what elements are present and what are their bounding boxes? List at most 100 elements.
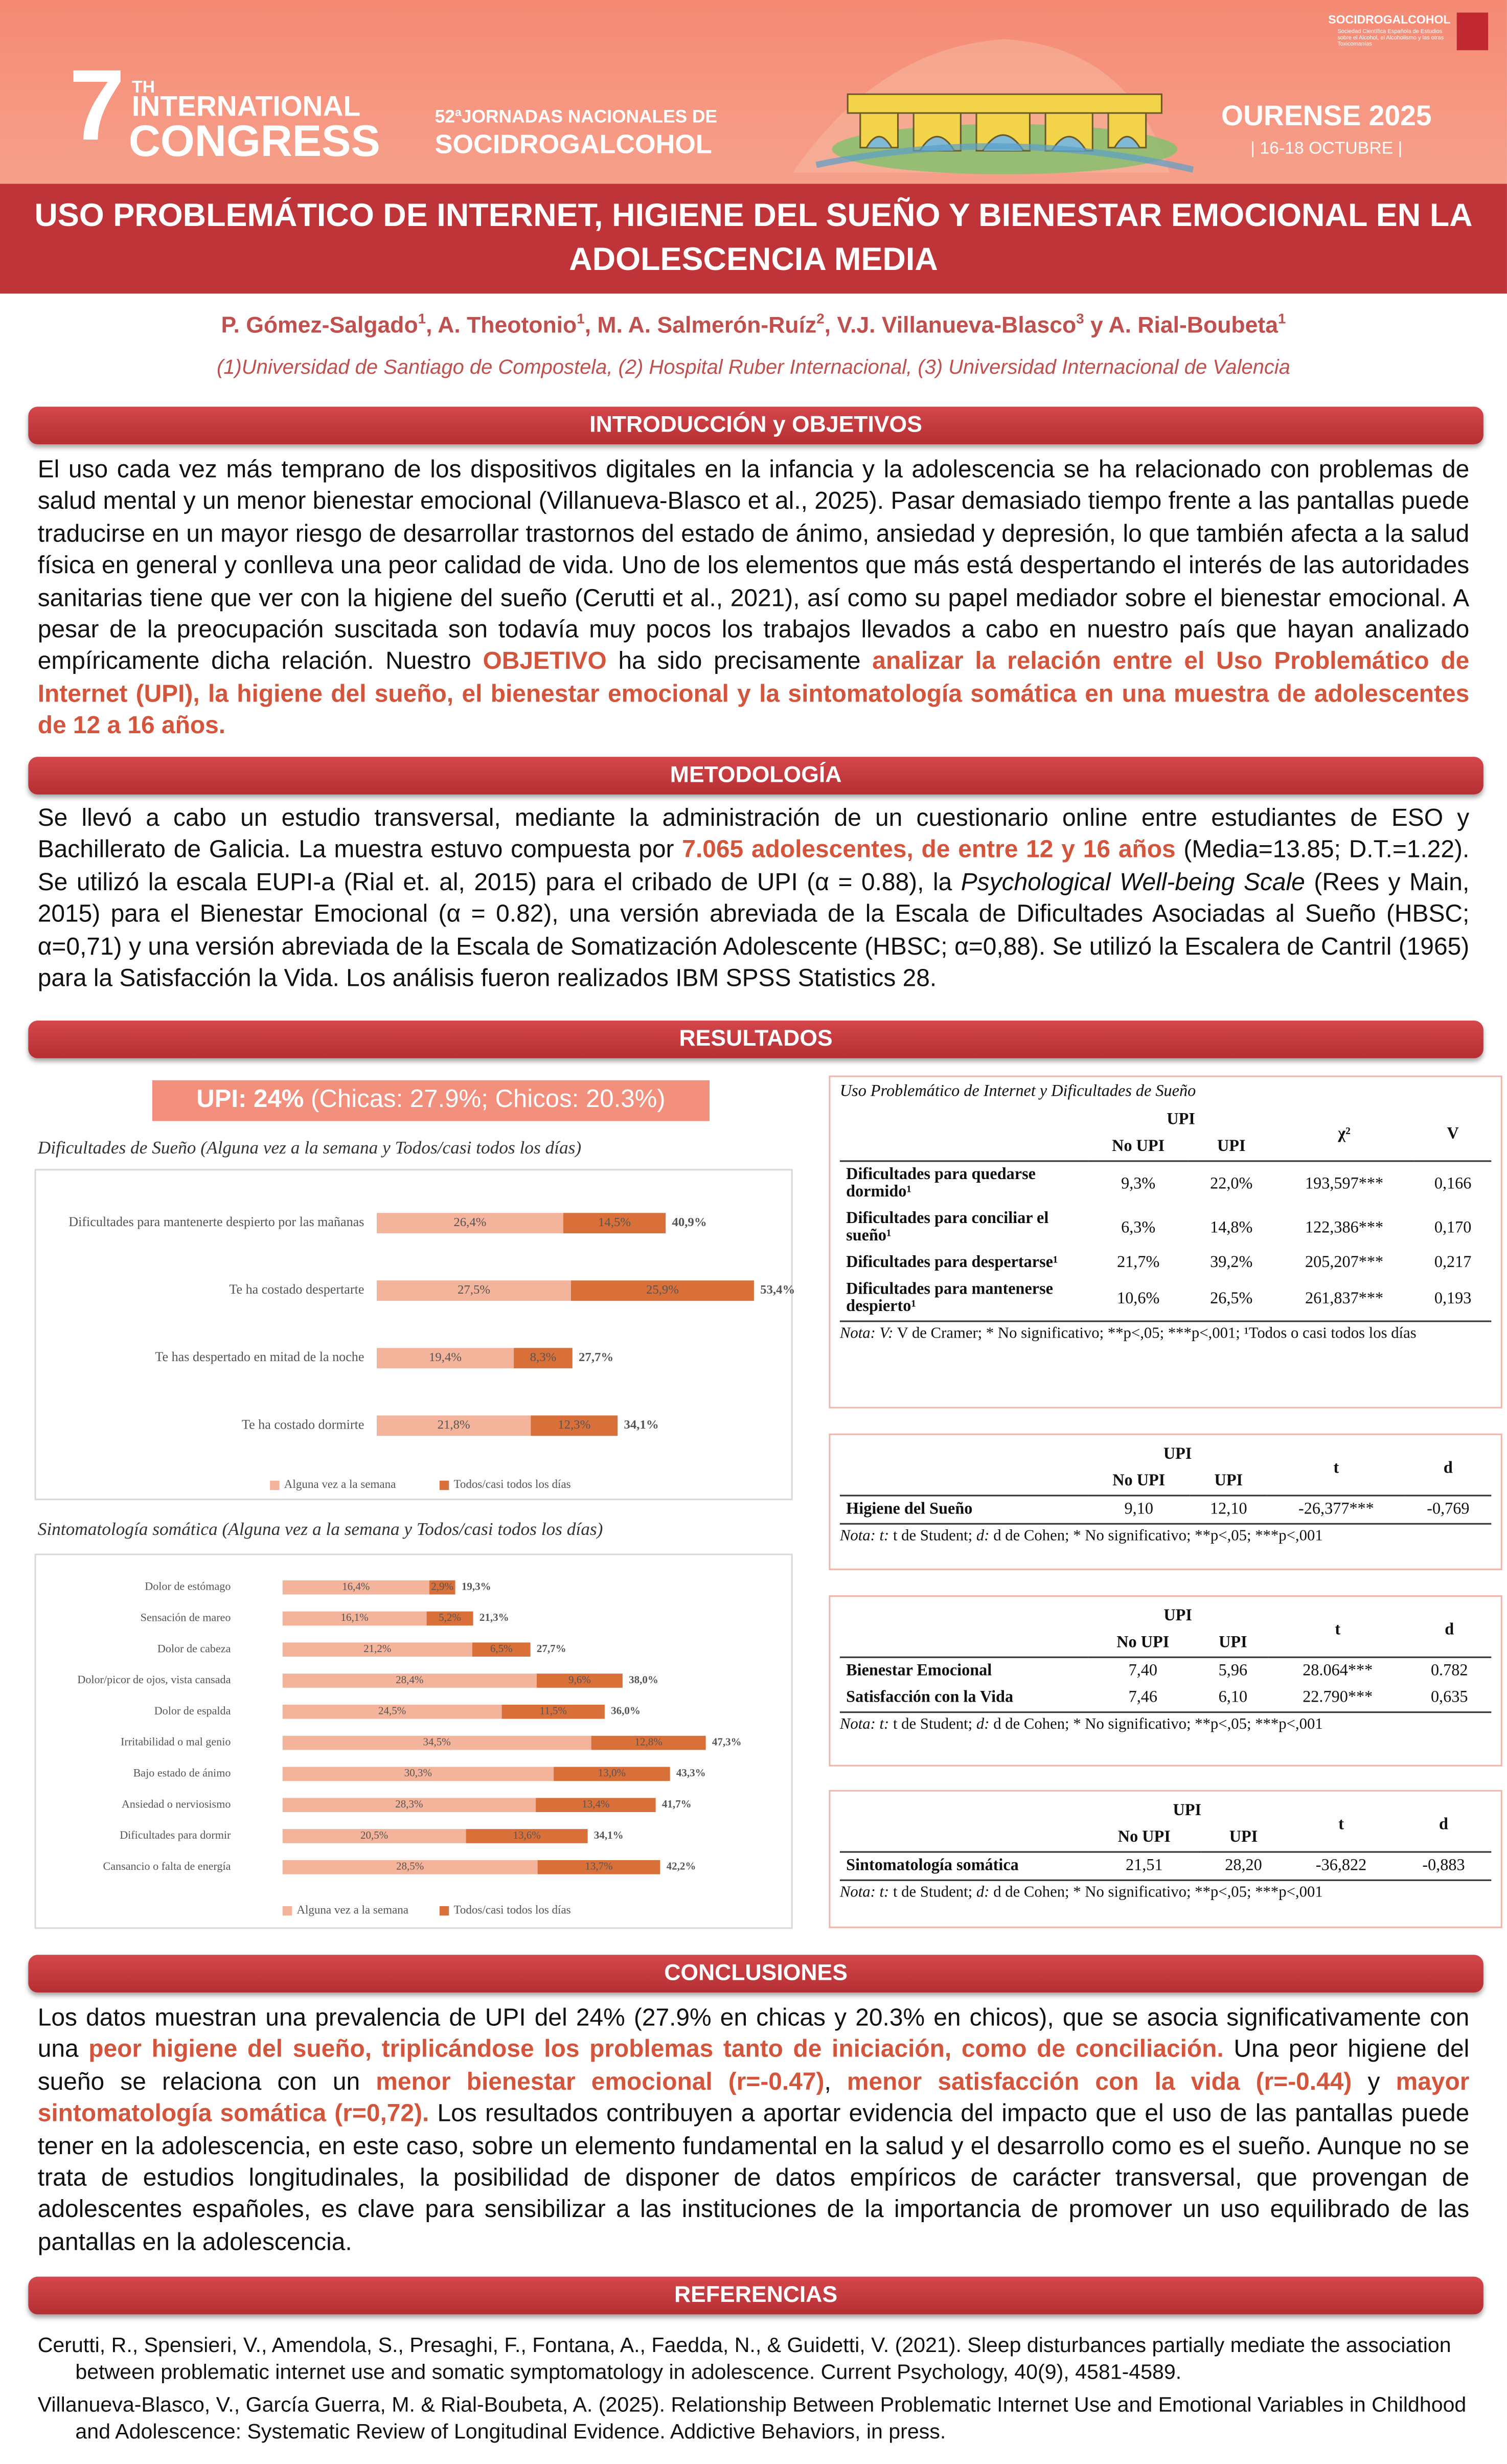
- header-row: No UPI UPI: [840, 1630, 1491, 1657]
- total-label: 34,1%: [624, 1418, 658, 1432]
- total-label: 34,1%: [594, 1829, 624, 1841]
- bar-segment: [472, 1642, 531, 1657]
- legend-label: Alguna vez a la semana: [296, 1903, 408, 1916]
- bar-segment: [591, 1735, 706, 1750]
- table-body: Sintomatología somática 21,51 28,20 -36,822…: [839, 1852, 1492, 1880]
- bar-segment: [501, 1704, 605, 1719]
- table-cell: 6,3%: [1121, 1219, 1156, 1237]
- text-segment: (Rees y Main, 2015) para el Bienestar Em…: [37, 869, 1470, 992]
- table-cell: 7,40: [1128, 1662, 1157, 1680]
- table: Uso Problemático de Internet y Dificulta…: [829, 1075, 1502, 1409]
- row-label: Dificultades para quedarse dormido¹: [846, 1166, 1036, 1202]
- text-segment: y: [1352, 2069, 1396, 2096]
- text-segment: d:: [976, 1716, 990, 1734]
- total-label: 41,7%: [662, 1798, 692, 1810]
- row-label: Satisfacción con la Vida: [846, 1689, 1014, 1707]
- column-header: No UPI: [1112, 1138, 1165, 1156]
- total-label: 43,3%: [676, 1767, 706, 1779]
- table-row: Dificultades para despertarse¹ 21,7% 39,2%…: [840, 1250, 1491, 1276]
- value-label: 12,3%: [558, 1418, 590, 1432]
- table-cell: 28,20: [1225, 1857, 1262, 1875]
- column-header: χ²: [1338, 1125, 1351, 1143]
- bar-segment: [282, 1767, 554, 1781]
- total-label: 19,3%: [462, 1580, 491, 1592]
- category-label: Dificultades para dormir: [120, 1828, 231, 1841]
- table-body: Higiene del Sueño 9,10 12,10 -26,377*** -0,7…: [839, 1495, 1492, 1523]
- text-segment: OBJETIVO: [483, 649, 607, 676]
- value-label: 16,4%: [342, 1580, 370, 1592]
- table-cell: 122,386***: [1305, 1219, 1384, 1237]
- header-row: No UPI UPI: [840, 1134, 1491, 1161]
- column-header: UPI: [1219, 1634, 1247, 1652]
- table-grid: UPI t d No UPI UPI Higiene del Sueño 9,10 12,10…: [839, 1441, 1492, 1523]
- legend-swatch: [282, 1906, 292, 1916]
- bar-segment: [282, 1829, 466, 1843]
- table-grid: UPI t d No UPI UPI Sintomatología somática 21,…: [839, 1798, 1492, 1880]
- text-segment: , A. Theotonio: [426, 313, 577, 339]
- total-label: 36,0%: [611, 1705, 641, 1717]
- congress-line1: INTERNATIONAL: [132, 90, 360, 122]
- value-label: 5,2%: [439, 1611, 461, 1623]
- text-segment: d:: [976, 1884, 990, 1902]
- value-label: 13,4%: [582, 1798, 609, 1810]
- section-heading: METODOLOGÍA: [28, 757, 1483, 795]
- text-segment: Nota: V:: [839, 1325, 894, 1343]
- table-note: Nota: t: t de Student; d: d de Cohen; * …: [839, 1879, 1492, 1902]
- bar-segment: [282, 1735, 591, 1750]
- column-header: t: [1333, 1459, 1339, 1477]
- bar-segment: [282, 1798, 536, 1813]
- total-label: 38,0%: [629, 1674, 658, 1686]
- total-label: 27,7%: [579, 1350, 613, 1364]
- category-label: Dolor de estómago: [145, 1580, 231, 1593]
- value-label: 11,5%: [539, 1705, 566, 1717]
- category-label: Dolor/picor de ojos, vista cansada: [77, 1673, 231, 1686]
- logo-caption-box: Sociedad Científica Española de Estudios…: [1337, 28, 1444, 48]
- text-segment: Nota: t:: [839, 1884, 889, 1902]
- table-head: UPI t d No UPI UPI: [840, 1603, 1491, 1657]
- society: SOCIDROGALCOHOL: [435, 129, 712, 159]
- text-segment: t de Student;: [889, 1527, 976, 1545]
- text-segment: Los resultados contribuyen a aportar evi…: [37, 2101, 1470, 2256]
- bar-segment: [531, 1415, 618, 1436]
- table-body: Dificultades para quedarse dormido¹ 9,3% 2…: [839, 1161, 1492, 1321]
- section-heading: CONCLUSIONES: [28, 1955, 1483, 1993]
- text-segment: ha sido precisamente: [606, 649, 873, 676]
- table-body: Bienestar Emocional 7,40 5,96 28.064*** 0.78…: [839, 1657, 1492, 1711]
- reference: Cerutti, R., Spensieri, V., Amendola, S.…: [37, 2333, 1451, 2384]
- section-heading: INTRODUCCIÓN y OBJETIVOS: [28, 406, 1483, 445]
- jornadas: 52ªJORNADAS NACIONALES DE: [435, 107, 717, 127]
- bar-segment: [282, 1642, 472, 1657]
- chart-title: Dificultades de Sueño (Alguna vez a la s…: [37, 1138, 581, 1158]
- introduction-text: El uso cada vez más temprano de los disp…: [38, 456, 1470, 744]
- table-row: Bienestar Emocional 7,40 5,96 28.064*** 0.78…: [840, 1657, 1491, 1685]
- somatic-chart: Sintomatología somática (Alguna vez a la…: [34, 1519, 793, 1929]
- text-segment: d de Cohen; * No significativo; **p<,05;…: [989, 1527, 1323, 1545]
- text-segment: , V.J. Villanueva-Blasco: [824, 313, 1077, 339]
- value-label: 30,3%: [404, 1767, 432, 1779]
- column-header: V: [1447, 1125, 1459, 1143]
- total-label: 27,7%: [537, 1642, 566, 1655]
- table: UPI t d No UPI UPI Higiene del Sueño 9,10 12,10…: [829, 1433, 1502, 1570]
- upi-box: UPI: 24% (Chicas: 27.9%; Chicos: 20.3%): [152, 1080, 710, 1121]
- row-label: Dificultades para despertarse¹: [846, 1254, 1058, 1272]
- text-segment: analizar la relación entre el Uso Proble…: [37, 649, 1470, 740]
- legend-label: Todos/casi todos los días: [453, 1477, 570, 1490]
- row-label: Higiene del Sueño: [846, 1501, 973, 1519]
- table-cell: 193,597***: [1305, 1175, 1384, 1193]
- text-segment: d de Cohen; * No significativo; **p<,05;…: [989, 1716, 1323, 1734]
- table: UPI t d No UPI UPI Sintomatología somática 21,…: [829, 1790, 1502, 1928]
- row-label: Dificultades para mantenerse despierto¹: [846, 1281, 1053, 1316]
- row-label: Sintomatología somática: [846, 1857, 1019, 1875]
- text-segment: (Chicas: 27.9%; Chicos: 20.3%): [304, 1086, 666, 1114]
- bridge-art: [792, 39, 1194, 174]
- table-grid: UPI t d No UPI UPI Bienestar Emocional 7,40 5,9…: [839, 1603, 1492, 1711]
- table-cell: 28.064***: [1303, 1662, 1373, 1680]
- value-label: 21,2%: [363, 1642, 391, 1655]
- text-segment: Nota: t:: [839, 1527, 889, 1545]
- table-row: Dificultades para conciliar el sueño¹ 6,3…: [840, 1206, 1491, 1250]
- text-segment: ,: [824, 2069, 847, 2096]
- text-segment: El uso cada vez más temprano de los disp…: [37, 457, 1470, 676]
- table-cell: 26,5%: [1210, 1290, 1253, 1307]
- table-cell: 6,10: [1218, 1689, 1248, 1707]
